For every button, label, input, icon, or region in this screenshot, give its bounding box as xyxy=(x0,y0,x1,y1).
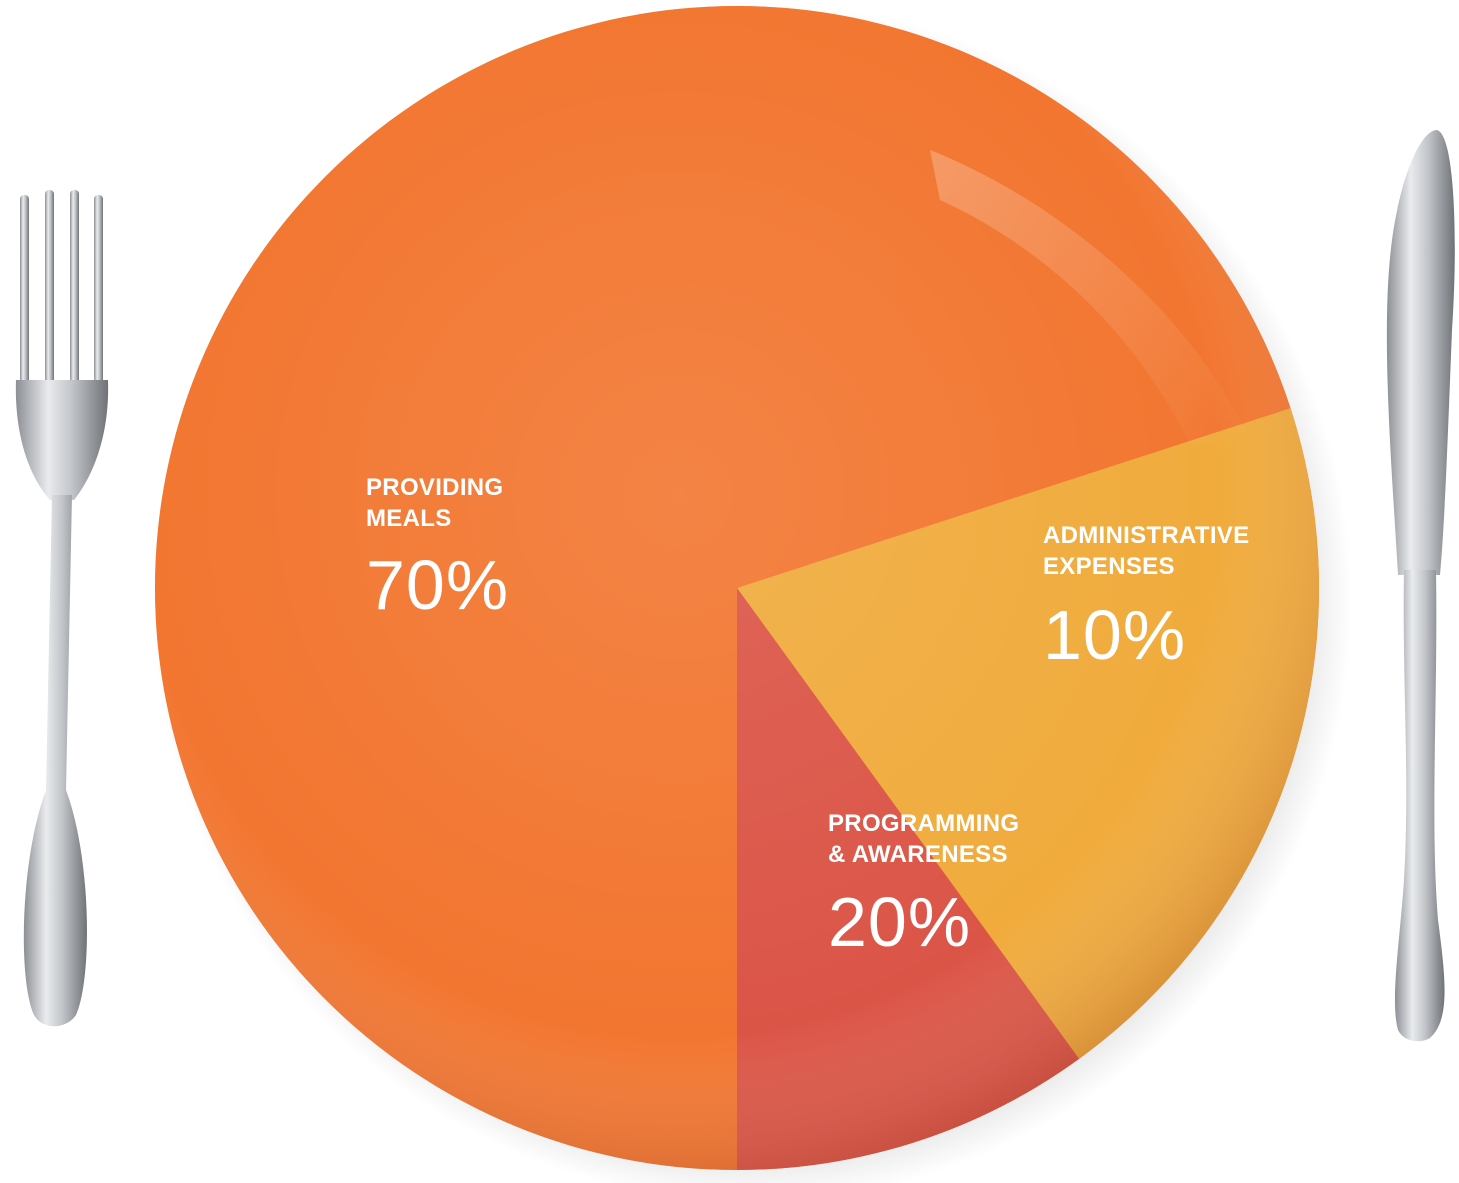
plate-glare xyxy=(930,150,1250,445)
pie-slices xyxy=(155,5,1319,1170)
slice-label-1: PROGRAMMING & AWARENESS xyxy=(828,810,1020,868)
slice-label-2: ADMINISTRATIVE EXPENSES xyxy=(1043,522,1250,580)
slice-value-0: 70% xyxy=(366,546,510,624)
fork-icon xyxy=(15,190,109,1027)
knife-icon xyxy=(1386,130,1455,1042)
slice-value-1: 20% xyxy=(828,883,972,961)
slice-value-2: 10% xyxy=(1043,596,1187,674)
slice-label-0: PROVIDING MEALS xyxy=(366,474,504,532)
